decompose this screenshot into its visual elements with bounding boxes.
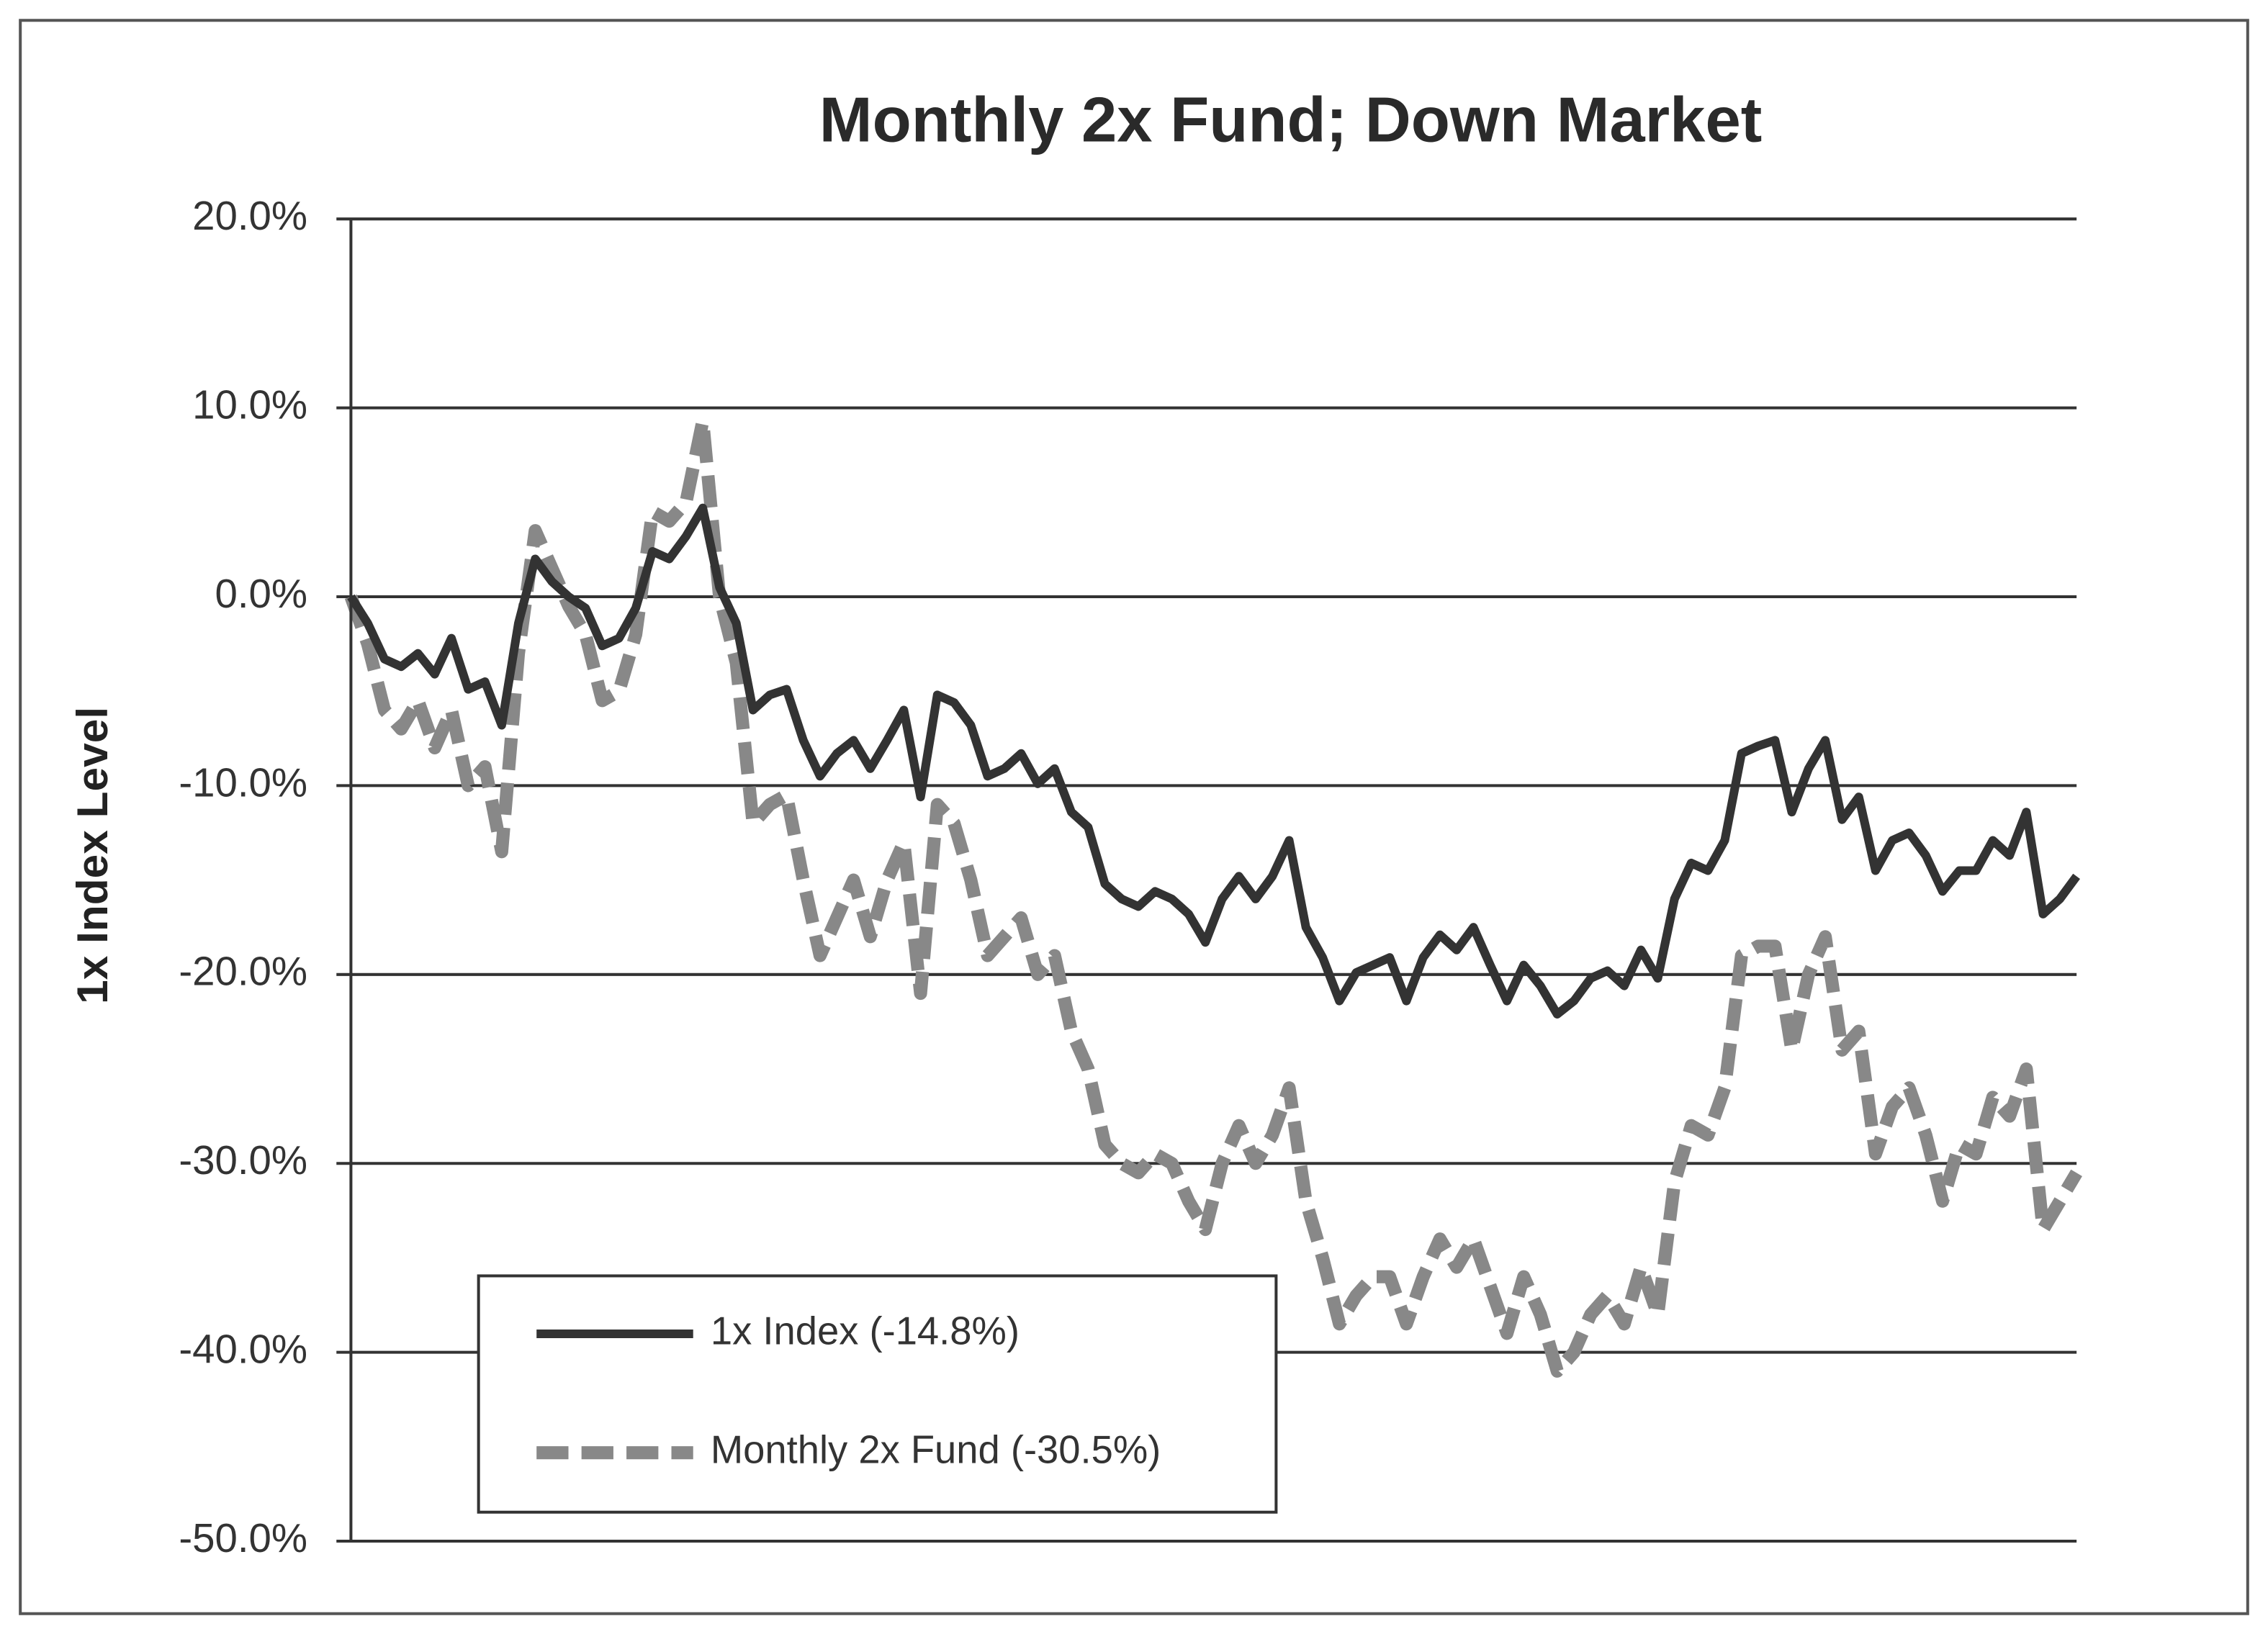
y-tick-label: -30.0% bbox=[179, 1137, 307, 1183]
y-axis-label: 1x Index Level bbox=[68, 707, 117, 1004]
legend-box bbox=[477, 1274, 1278, 1514]
y-tick-label: 20.0% bbox=[192, 193, 307, 238]
series-line bbox=[344, 414, 2082, 1378]
chart-title: Monthly 2x Fund; Down Market bbox=[819, 84, 1762, 155]
y-tick-label: 0.0% bbox=[215, 571, 307, 616]
y-tick-label: 10.0% bbox=[192, 382, 307, 427]
series-line bbox=[347, 503, 2081, 1019]
legend-label: Monthly 2x Fund (-30.5%) bbox=[711, 1428, 1161, 1472]
legend-label: 1x Index (-14.8%) bbox=[711, 1309, 1020, 1353]
y-tick-label: -40.0% bbox=[179, 1327, 307, 1372]
y-tick-label: -20.0% bbox=[179, 949, 307, 994]
grid: -50.0% -40.0% -30.0% -20.0% -10.0% 0.0% 10.0% 2… bbox=[179, 193, 2077, 1561]
y-tick-label: -10.0% bbox=[179, 759, 307, 805]
y-tick-label: -50.0% bbox=[179, 1515, 307, 1561]
legend: 1x Index (-14.8%) Monthly 2x Fund (-30.5%… bbox=[477, 1274, 1278, 1514]
plot-area bbox=[344, 414, 2082, 1378]
